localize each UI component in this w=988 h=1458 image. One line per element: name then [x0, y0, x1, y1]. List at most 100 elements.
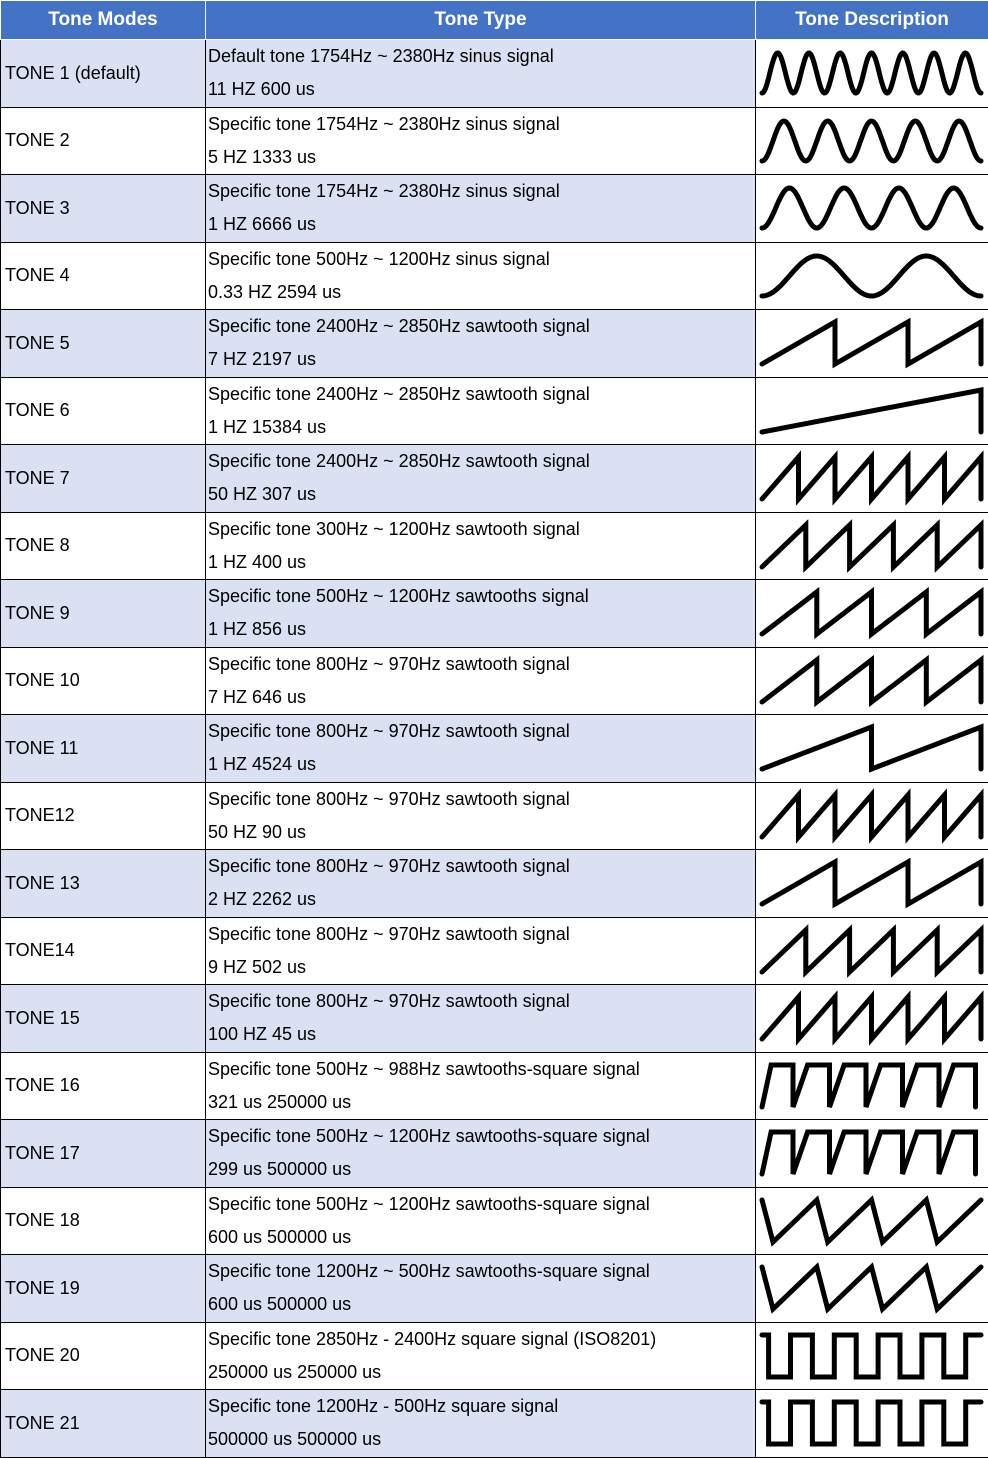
tone-type-line2: 100 HZ 45 us [208, 1018, 755, 1051]
saw-waveform-icon [756, 513, 987, 579]
saw-waveform-icon [756, 378, 987, 444]
tone-mode-cell: TONE 2 [1, 107, 206, 175]
tone-description-cell [756, 445, 988, 513]
tone-description-cell [756, 850, 988, 918]
tone-description-cell [756, 1120, 988, 1188]
tone-mode-cell: TONE 11 [1, 715, 206, 783]
tone-type-cell: Default tone 1754Hz ~ 2380Hz sinus signa… [206, 40, 756, 108]
header-row: Tone Modes Tone Type Tone Description [1, 1, 988, 40]
tone-type-cell: Specific tone 1200Hz ~ 500Hz sawtooths-s… [206, 1255, 756, 1323]
tone-description-cell [756, 512, 988, 580]
sawsq-waveform-icon [756, 1053, 987, 1119]
sine-waveform-icon [756, 40, 987, 106]
tone-type-cell: Specific tone 2850Hz - 2400Hz square sig… [206, 1322, 756, 1390]
tone-type-line1: Specific tone 1754Hz ~ 2380Hz sinus sign… [208, 108, 755, 141]
tone-type-line1: Specific tone 300Hz ~ 1200Hz sawtooth si… [208, 513, 755, 546]
tone-type-line1: Specific tone 500Hz ~ 1200Hz sawtooths s… [208, 580, 755, 613]
tone-type-cell: Specific tone 2400Hz ~ 2850Hz sawtooth s… [206, 310, 756, 378]
tone-mode-cell: TONE 7 [1, 445, 206, 513]
tone-type-line2: 7 HZ 646 us [208, 681, 755, 714]
tone-type-line1: Specific tone 500Hz ~ 1200Hz sawtooths-s… [208, 1188, 755, 1221]
tone-type-line2: 9 HZ 502 us [208, 951, 755, 984]
saw-waveform-icon [756, 715, 987, 781]
tone-description-cell [756, 1187, 988, 1255]
tone-mode-cell: TONE 3 [1, 175, 206, 243]
tone-type-cell: Specific tone 800Hz ~ 970Hz sawtooth sig… [206, 850, 756, 918]
tone-mode-cell: TONE 8 [1, 512, 206, 580]
tone-mode-cell: TONE 9 [1, 580, 206, 648]
tone-description-cell [756, 377, 988, 445]
tone-type-line2: 1 HZ 856 us [208, 613, 755, 646]
tone-type-line1: Specific tone 800Hz ~ 970Hz sawtooth sig… [208, 783, 755, 816]
tone-description-cell [756, 1322, 988, 1390]
tone-mode-cell: TONE 15 [1, 985, 206, 1053]
tone-type-line1: Specific tone 2400Hz ~ 2850Hz sawtooth s… [208, 378, 755, 411]
tone-type-line2: 600 us 500000 us [208, 1221, 755, 1254]
saw-waveform-icon [756, 985, 987, 1051]
tone-type-cell: Specific tone 300Hz ~ 1200Hz sawtooth si… [206, 512, 756, 580]
tone-description-cell [756, 40, 988, 108]
tone-description-cell [756, 1052, 988, 1120]
tone-type-line1: Specific tone 800Hz ~ 970Hz sawtooth sig… [208, 850, 755, 883]
tone-type-line1: Specific tone 800Hz ~ 970Hz sawtooth sig… [208, 648, 755, 681]
table-body: TONE 1 (default)Default tone 1754Hz ~ 23… [1, 40, 988, 1458]
saw-waveform-icon [756, 445, 987, 511]
tone-type-line1: Specific tone 500Hz ~ 1200Hz sinus signa… [208, 243, 755, 276]
tone-type-line1: Specific tone 2850Hz - 2400Hz square sig… [208, 1323, 755, 1356]
tone-type-cell: Specific tone 2400Hz ~ 2850Hz sawtooth s… [206, 445, 756, 513]
tone-type-line1: Specific tone 800Hz ~ 970Hz sawtooth sig… [208, 985, 755, 1018]
tone-type-line2: 50 HZ 307 us [208, 478, 755, 511]
tone-description-cell [756, 1390, 988, 1458]
tone-description-cell [756, 917, 988, 985]
tone-type-cell: Specific tone 500Hz ~ 1200Hz sawtooths-s… [206, 1120, 756, 1188]
tone-type-line2: 7 HZ 2197 us [208, 343, 755, 376]
tone-type-line2: 50 HZ 90 us [208, 816, 755, 849]
tone-type-cell: Specific tone 500Hz ~ 988Hz sawtooths-sq… [206, 1052, 756, 1120]
tone-type-cell: Specific tone 800Hz ~ 970Hz sawtooth sig… [206, 782, 756, 850]
header-tone-type: Tone Type [206, 1, 756, 40]
header-tone-modes: Tone Modes [1, 1, 206, 40]
tone-mode-cell: TONE14 [1, 917, 206, 985]
tone-type-line2: 11 HZ 600 us [208, 73, 755, 106]
tone-mode-cell: TONE 16 [1, 1052, 206, 1120]
tone-description-cell [756, 242, 988, 310]
sine-waveform-icon [756, 243, 987, 309]
tone-mode-cell: TONE 17 [1, 1120, 206, 1188]
tone-mode-cell: TONE12 [1, 782, 206, 850]
tone-type-cell: Specific tone 1754Hz ~ 2380Hz sinus sign… [206, 175, 756, 243]
sqsaw-waveform-icon [756, 1255, 987, 1321]
tone-type-line1: Specific tone 500Hz ~ 988Hz sawtooths-sq… [208, 1053, 755, 1086]
tone-type-line2: 2 HZ 2262 us [208, 883, 755, 916]
tone-description-cell [756, 310, 988, 378]
tone-type-line1: Specific tone 2400Hz ~ 2850Hz sawtooth s… [208, 445, 755, 478]
tone-type-line1: Specific tone 800Hz ~ 970Hz sawtooth sig… [208, 918, 755, 951]
tone-mode-cell: TONE 13 [1, 850, 206, 918]
sawsq-waveform-icon [756, 1120, 987, 1186]
tone-type-cell: Specific tone 800Hz ~ 970Hz sawtooth sig… [206, 715, 756, 783]
tone-description-cell [756, 107, 988, 175]
tone-type-cell: Specific tone 800Hz ~ 970Hz sawtooth sig… [206, 917, 756, 985]
tone-type-line1: Default tone 1754Hz ~ 2380Hz sinus signa… [208, 40, 755, 73]
tone-mode-cell: TONE 21 [1, 1390, 206, 1458]
tone-mode-cell: TONE 10 [1, 647, 206, 715]
tone-type-cell: Specific tone 500Hz ~ 1200Hz sawtooths-s… [206, 1187, 756, 1255]
tone-mode-cell: TONE 6 [1, 377, 206, 445]
tone-type-cell: Specific tone 2400Hz ~ 2850Hz sawtooth s… [206, 377, 756, 445]
tone-mode-cell: TONE 4 [1, 242, 206, 310]
tone-type-cell: Specific tone 1754Hz ~ 2380Hz sinus sign… [206, 107, 756, 175]
tone-type-line2: 600 us 500000 us [208, 1288, 755, 1321]
table-row: TONE 1 (default)Default tone 1754Hz ~ 23… [1, 40, 988, 108]
tone-mode-cell: TONE 5 [1, 310, 206, 378]
